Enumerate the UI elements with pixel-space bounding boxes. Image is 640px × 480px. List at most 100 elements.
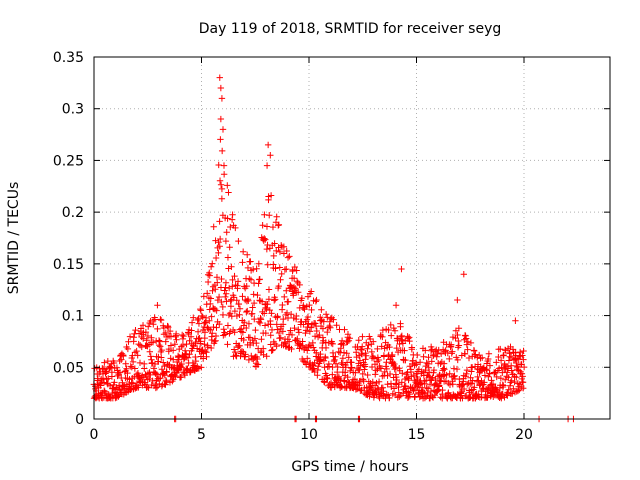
data-point (375, 378, 383, 385)
data-point (218, 298, 225, 306)
data-point (311, 333, 319, 340)
data-point (353, 385, 361, 393)
data-point (392, 373, 400, 381)
data-point (287, 311, 295, 318)
data-point (257, 314, 264, 322)
data-point (133, 347, 140, 355)
data-point (481, 372, 489, 379)
data-point (266, 212, 273, 219)
data-point (385, 392, 392, 399)
data-point (268, 310, 275, 317)
data-point (220, 326, 227, 333)
data-point (146, 375, 153, 383)
x-tick-label: 0 (90, 427, 99, 443)
data-point (339, 354, 347, 362)
data-point (449, 381, 456, 388)
data-point (512, 317, 519, 324)
data-point (342, 364, 350, 371)
data-point (288, 345, 295, 353)
data-point (224, 341, 231, 348)
data-point (167, 333, 175, 340)
data-point (333, 322, 340, 329)
data-point (239, 248, 247, 255)
data-point (211, 338, 218, 345)
data-point (246, 275, 253, 283)
data-point (327, 315, 334, 323)
data-point (225, 189, 232, 196)
data-point (264, 141, 272, 149)
data-point (280, 243, 288, 250)
data-point (352, 369, 359, 376)
data-point (139, 372, 146, 379)
data-point (275, 221, 283, 228)
data-point (359, 370, 366, 378)
data-point (279, 321, 287, 328)
data-point (497, 375, 505, 382)
data-point (341, 369, 349, 376)
data-point (460, 271, 467, 278)
data-point (351, 375, 359, 383)
data-point (435, 382, 443, 389)
data-point (284, 254, 292, 261)
data-point (141, 379, 149, 386)
data-point (430, 366, 438, 374)
data-point (232, 352, 240, 359)
data-point (399, 370, 406, 377)
data-point (139, 335, 147, 342)
data-point (519, 352, 526, 359)
data-point (471, 347, 478, 355)
data-point (473, 378, 481, 385)
data-point (273, 213, 280, 220)
data-point (212, 254, 220, 262)
data-point (213, 274, 221, 281)
data-point (312, 298, 320, 305)
data-point (508, 367, 515, 374)
data-point (471, 384, 478, 391)
data-point (147, 353, 154, 360)
data-point (383, 365, 390, 373)
plot-frame (93, 56, 611, 420)
data-point (293, 278, 301, 285)
data-point (510, 385, 517, 392)
data-point (227, 303, 235, 310)
data-point (173, 336, 180, 343)
data-point (279, 301, 286, 309)
data-point (148, 334, 155, 341)
data-point (454, 356, 461, 364)
data-point (357, 362, 364, 369)
data-point (108, 373, 116, 380)
data-point (478, 354, 486, 361)
data-point (230, 294, 238, 301)
data-point (262, 329, 269, 337)
data-point (476, 382, 483, 389)
y-tick-label: 0.3 (62, 102, 84, 118)
data-point (386, 343, 393, 351)
data-point (276, 264, 283, 271)
data-point (446, 370, 453, 377)
data-point (124, 369, 131, 377)
data-point (214, 279, 221, 286)
data-point (291, 263, 299, 271)
data-point (264, 301, 271, 308)
data-point (260, 310, 268, 317)
data-point (252, 326, 259, 334)
data-point (292, 285, 299, 292)
data-point (285, 338, 293, 345)
data-point (383, 391, 390, 398)
data-point (292, 337, 300, 344)
data-point (243, 324, 250, 332)
data-point (341, 378, 348, 385)
data-point (378, 392, 386, 399)
data-point (483, 366, 490, 373)
data-point (364, 371, 371, 379)
data-point (209, 330, 216, 337)
data-point (509, 390, 516, 397)
data-point (304, 313, 312, 321)
data-point (295, 326, 302, 333)
data-point (221, 331, 229, 338)
data-point (118, 356, 125, 363)
data-point (192, 338, 199, 346)
data-point (111, 379, 118, 386)
data-point (487, 382, 494, 389)
data-point (368, 348, 375, 356)
